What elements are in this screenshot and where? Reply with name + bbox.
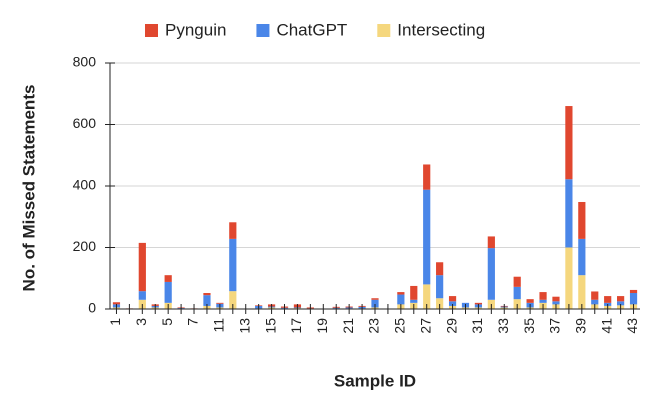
legend-swatch [377, 24, 391, 37]
bar-segment [436, 262, 444, 276]
bar-segment [617, 296, 625, 302]
bar-segment [371, 299, 379, 308]
x-tick-label: 21 [340, 318, 356, 334]
bar-segment [448, 296, 457, 302]
x-tick-label: 13 [236, 318, 252, 334]
x-tick-label: 7 [185, 318, 201, 326]
bar-segment [604, 296, 612, 303]
legend-swatch [256, 24, 270, 37]
bar-segment [436, 298, 444, 309]
x-tick-label: 3 [133, 318, 149, 326]
bar-segment [629, 289, 638, 294]
bar-segment [371, 298, 379, 300]
bar-segment [410, 285, 418, 300]
y-tick-label: 0 [88, 300, 96, 316]
x-tick-label: 23 [366, 318, 382, 334]
bar-segment [229, 222, 237, 239]
x-tick-label: 41 [598, 318, 614, 334]
bar-segment [423, 284, 431, 309]
x-tick-label: 1 [107, 318, 123, 326]
bar-segment [578, 238, 586, 276]
bar-segment [526, 299, 534, 303]
x-tick-label: 39 [573, 318, 589, 334]
bar-segment [397, 292, 405, 295]
x-tick-label: 19 [314, 318, 330, 334]
bar-segment [164, 275, 172, 282]
bar-segment [539, 292, 547, 300]
x-tick-label: 37 [547, 318, 563, 334]
bar-segment [138, 291, 146, 300]
legend-label: Intersecting [397, 20, 485, 39]
bar-segment [436, 275, 444, 299]
bar-segment [203, 293, 211, 296]
legend-label: Pynguin [165, 20, 226, 39]
bar-segment [487, 236, 495, 249]
legend-swatch [145, 24, 158, 37]
bar-segment [216, 302, 224, 304]
bar-segment [513, 276, 521, 287]
y-tick-label: 400 [73, 177, 97, 193]
bar-segment [552, 296, 560, 302]
y-axis-title: No. of Missed Statements [19, 85, 38, 292]
x-tick-label: 35 [521, 318, 537, 334]
bar-segment [397, 294, 405, 305]
legend-label: ChatGPT [276, 20, 347, 39]
bar-segment [578, 275, 586, 309]
bar-segment [565, 179, 573, 248]
bar-segment [617, 301, 625, 306]
x-tick-label: 43 [624, 318, 640, 334]
bar-segment [591, 299, 599, 305]
bar-segment [423, 189, 431, 285]
bar-segment [229, 238, 237, 292]
bar-segment [423, 164, 431, 190]
bar-segment [410, 299, 418, 303]
bar-segment [138, 242, 146, 292]
bar-segment [513, 286, 521, 300]
bar-segment [565, 106, 573, 180]
bar-segment [203, 295, 211, 306]
x-tick-label: 25 [392, 318, 408, 334]
x-tick-label: 27 [417, 318, 433, 334]
x-tick-label: 17 [288, 318, 304, 334]
bar-segment [448, 301, 457, 306]
y-tick-label: 600 [73, 115, 97, 131]
bar-segment [229, 291, 237, 309]
y-tick-label: 800 [73, 54, 97, 70]
bar-segment [164, 281, 172, 303]
bar-segment [629, 293, 638, 305]
bar-segment [112, 302, 121, 305]
bar-segment [539, 299, 547, 303]
x-tick-label: 29 [443, 318, 459, 334]
bar-segment [552, 301, 560, 305]
x-tick-label: 15 [262, 318, 278, 334]
x-tick-label: 31 [469, 318, 485, 334]
x-axis-title: Sample ID [334, 371, 416, 390]
bar-segment [578, 201, 586, 239]
x-tick-label: 11 [211, 318, 227, 333]
bar-segment [565, 247, 573, 309]
x-tick-label: 33 [495, 318, 511, 334]
x-tick-label: 5 [159, 318, 175, 326]
y-tick-label: 200 [73, 238, 97, 254]
bar-segment [591, 291, 599, 300]
bar-segment [474, 302, 483, 305]
bar-segment [487, 248, 495, 300]
